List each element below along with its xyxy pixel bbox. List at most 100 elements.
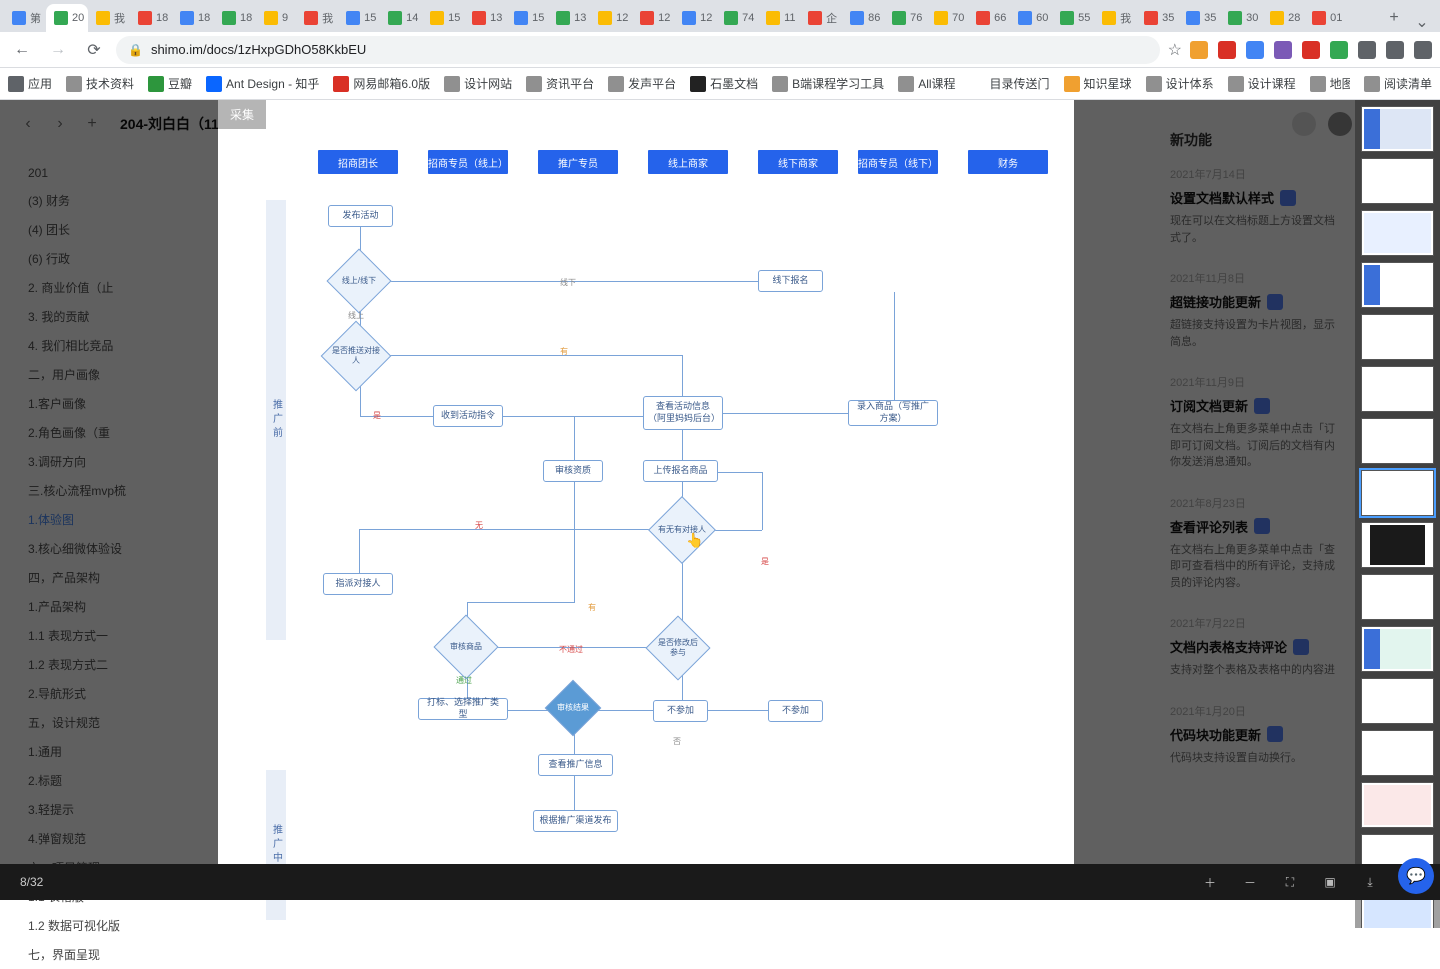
extension-icon[interactable] [1386,41,1404,59]
bookmark-item[interactable]: 设计体系 [1146,75,1214,92]
extension-icon[interactable] [1190,41,1208,59]
browser-tab[interactable]: 55 [1052,4,1094,32]
bookmark-icon [1146,76,1162,92]
collect-button[interactable]: 采集 [218,100,266,129]
flow-process-enter-goods: 录入商品（写推广方案） [848,400,938,426]
thumbnail[interactable] [1361,730,1434,776]
bookmark-item[interactable]: 知识星球 [1064,75,1132,92]
bookmark-item[interactable]: 豆瓣 [148,75,192,92]
browser-tab[interactable]: 18 [130,4,172,32]
bookmark-item[interactable]: 网易邮箱6.0版 [333,75,430,92]
bookmark-item[interactable]: 发声平台 [608,75,676,92]
bookmark-item[interactable]: 设计课程 [1228,75,1296,92]
bookmark-icon [772,76,788,92]
browser-tab[interactable]: 12 [674,4,716,32]
browser-tab[interactable]: 13 [548,4,590,32]
actual-size-button[interactable]: ▣ [1320,872,1340,892]
favicon-icon [180,11,194,25]
browser-tab[interactable]: 12 [632,4,674,32]
browser-tab[interactable]: 11 [758,4,800,32]
bookmark-item[interactable]: Ant Design - 知乎 [206,75,319,92]
thumbnail[interactable] [1361,418,1434,464]
nav-forward-button[interactable]: → [44,36,72,64]
browser-tab[interactable]: 我 [296,4,338,32]
bookmark-item[interactable]: 资讯平台 [526,75,594,92]
browser-tab[interactable]: 18 [172,4,214,32]
favicon-icon [264,11,278,25]
bookmark-item[interactable]: All课程 [898,75,955,92]
extension-icon[interactable] [1302,41,1320,59]
thumbnail[interactable] [1361,678,1434,724]
thumbnail[interactable] [1361,574,1434,620]
browser-tab[interactable]: 20× [46,4,88,32]
thumbnail[interactable] [1361,210,1434,256]
new-tab-button[interactable]: + [1380,4,1408,32]
browser-tab[interactable]: 15 [422,4,464,32]
zoom-in-button[interactable]: ＋ [1200,872,1220,892]
bookmark-item[interactable]: 目录传送门 [970,75,1050,92]
browser-tab[interactable]: 66 [968,4,1010,32]
extension-icon[interactable] [1246,41,1264,59]
url-field[interactable]: 🔒 shimo.im/docs/1zHxpGDhO58KkbEU [116,36,1160,64]
bookmark-item[interactable]: B端课程学习工具 [772,75,884,92]
extension-icon[interactable] [1218,41,1236,59]
flow-edge-label: 有 [588,602,596,613]
browser-tab[interactable]: 74 [716,4,758,32]
browser-tab[interactable]: 35 [1178,4,1220,32]
bookmark-item[interactable]: 石墨文档 [690,75,758,92]
thumbnail[interactable] [1361,314,1434,360]
browser-tab[interactable]: 35 [1136,4,1178,32]
thumbnail[interactable] [1361,262,1434,308]
browser-tab[interactable]: 13 [464,4,506,32]
browser-tab[interactable]: 15 [506,4,548,32]
browser-tab[interactable]: 86 [842,4,884,32]
bookmark-item[interactable]: 技术资料 [66,75,134,92]
flow-process-tag-select: 打标、选择推广类型 [418,698,508,720]
browser-tab[interactable]: 9 [256,4,296,32]
extension-icon[interactable] [1358,41,1376,59]
star-icon[interactable]: ☆ [1168,40,1182,60]
browser-tab[interactable]: 70 [926,4,968,32]
browser-tab[interactable]: 14 [380,4,422,32]
nav-reload-button[interactable]: ⟳ [80,36,108,64]
fit-screen-button[interactable]: ⛶ [1280,872,1300,892]
browser-tab[interactable]: 第 [4,4,46,32]
bookmark-item[interactable]: 地图开放平台 [1310,75,1350,92]
bookmark-item[interactable]: 设计网站 [444,75,512,92]
browser-tab[interactable]: 18 [214,4,256,32]
browser-tab[interactable]: 30 [1220,4,1262,32]
favicon-icon [346,11,360,25]
extension-icon[interactable] [1330,41,1348,59]
tabs-overflow-button[interactable]: ⌄ [1408,12,1436,32]
browser-tab[interactable]: 60 [1010,4,1052,32]
chat-bubble-button[interactable]: 💬 [1398,858,1434,894]
browser-tab[interactable]: 28 [1262,4,1304,32]
extension-icon[interactable] [1274,41,1292,59]
thumbnail[interactable] [1361,470,1434,516]
nav-back-button[interactable]: ← [8,36,36,64]
favicon-icon [682,11,696,25]
thumbnail[interactable] [1361,158,1434,204]
browser-tab[interactable]: 我 [88,4,130,32]
thumbnail[interactable] [1361,626,1434,672]
browser-tab[interactable]: 企 [800,4,842,32]
outline-item[interactable]: 1.2 数据可视化版 [20,911,215,940]
role-header: 招商专员（线上） [428,150,508,174]
bookmark-item[interactable]: 应用 [8,75,52,92]
thumbnail[interactable] [1361,106,1434,152]
extension-icon[interactable] [1414,41,1432,59]
zoom-out-button[interactable]: － [1240,872,1260,892]
browser-tab[interactable]: 12 [590,4,632,32]
browser-tab[interactable]: 我 [1094,4,1136,32]
thumbnail[interactable] [1361,366,1434,412]
bookmark-reading-list[interactable]: 阅读清单 [1364,75,1432,92]
flow-decision-review-goods: 审核商品 [443,624,489,670]
thumbnail[interactable] [1361,782,1434,828]
url-text: shimo.im/docs/1zHxpGDhO58KkbEU [151,42,366,57]
browser-tab[interactable]: 01 [1304,4,1346,32]
browser-tab[interactable]: 76 [884,4,926,32]
thumbnail[interactable] [1361,522,1434,568]
download-button[interactable]: ⤓ [1360,872,1380,892]
browser-tab[interactable]: 15 [338,4,380,32]
outline-item[interactable]: 七，界面呈现 [20,940,215,969]
